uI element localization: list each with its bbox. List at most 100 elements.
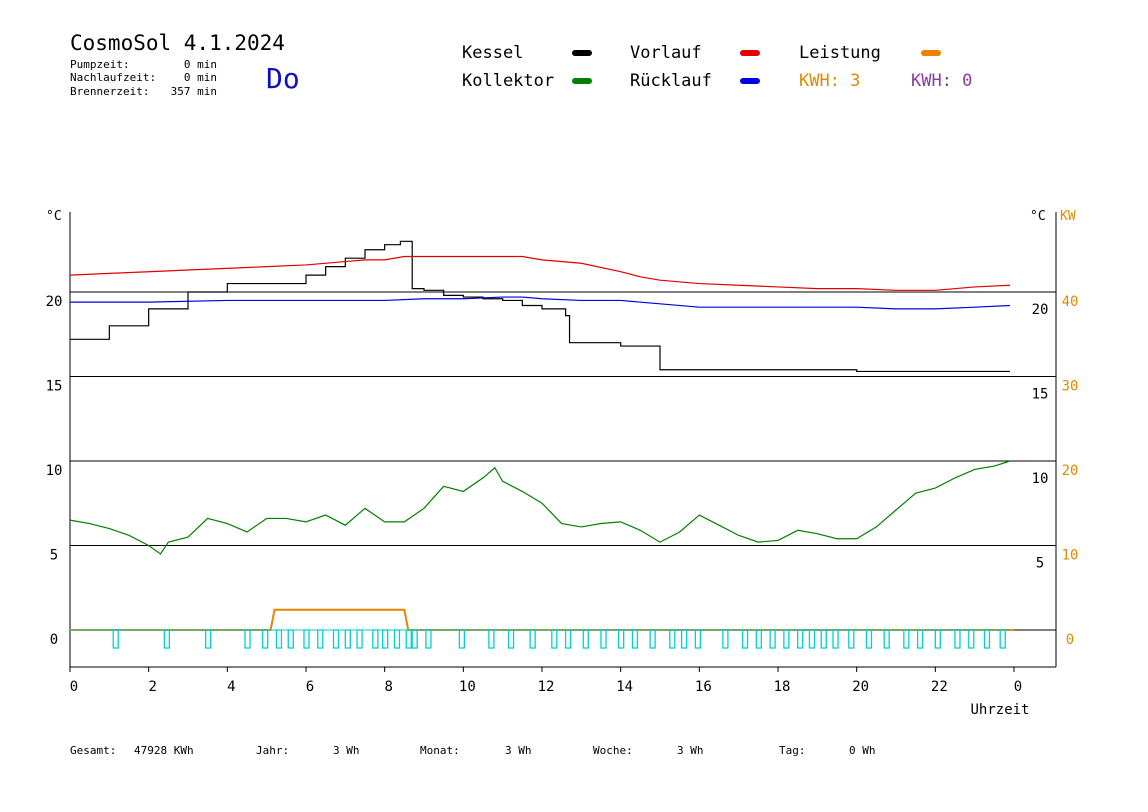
pump-pulse [529, 629, 536, 649]
series-line-ruecklauf [70, 296, 1011, 310]
series-line-kollektor [69, 460, 1011, 555]
kw-tick-label: 40 [1062, 294, 1079, 310]
legend-label-ruecklauf: Rücklauf [630, 71, 712, 91]
pump-pulse [488, 629, 495, 649]
pump-pulse [934, 629, 941, 649]
left-axis-unit: °C [46, 209, 62, 224]
series-lines [69, 240, 1014, 649]
legend-swatch-kessel [572, 50, 592, 56]
pump-pulse [769, 629, 776, 649]
footer-value-gesamt: 47928 KWh [134, 744, 194, 757]
series-line-kessel [70, 240, 1011, 373]
pump-pulse [405, 629, 412, 649]
pump-pulse [112, 629, 119, 649]
x-tick-label: 8 [384, 679, 392, 695]
pump-pulse [332, 629, 340, 649]
footer-label-tag: Tag: [779, 744, 806, 757]
pump-pulse [808, 629, 816, 649]
pump-pulse [372, 629, 379, 649]
pump-pulse [344, 629, 351, 649]
pump-pulse [954, 629, 961, 649]
x-tick-label: 16 [695, 679, 712, 695]
pump-pulse [983, 629, 991, 649]
pump-pulse [680, 629, 688, 649]
pump-pulse [865, 629, 873, 649]
pump-pulse [832, 629, 839, 649]
series-line-vorlauf [69, 255, 1011, 291]
x-tick-label: 6 [306, 679, 314, 695]
stats-block: Pumpzeit: 0 min Nachlaufzeit: 0 min Bren… [70, 58, 217, 98]
pump-pulse [722, 629, 729, 649]
pump-pulse [916, 629, 924, 649]
kw-tick-label: 10 [1062, 548, 1079, 564]
pump-pulse [244, 629, 251, 649]
x-tick-label: 0 [1014, 679, 1022, 695]
legend-swatch-vorlauf [740, 50, 760, 56]
x-tick-label: 10 [459, 679, 476, 695]
pump-pulse [968, 629, 975, 649]
footer-label-woche: Woche: [593, 744, 633, 757]
footer-label-jahr: Jahr: [256, 744, 289, 757]
pump-pulse [755, 629, 762, 649]
left-tick-label: 10 [46, 463, 63, 479]
pump-pulse [317, 629, 324, 649]
stat-value-nachlaufzeit: 0 min [184, 71, 217, 84]
pump-pulse [903, 629, 910, 649]
pump-pulse [600, 629, 607, 649]
pump-pulse [303, 629, 310, 649]
legend-swatch-leistung [921, 50, 941, 56]
footer-totals: Gesamt: 47928 KWh Jahr: 3 Wh Monat: 3 Wh… [70, 744, 876, 757]
tick-labels: 0 5 10 15 20 5 10 15 20 0 10 20 30 40 0 2 4 6 8 10 12 14 16 18 2… [46, 294, 1079, 695]
stat-label-nachlaufzeit: Nachlaufzeit: [70, 71, 156, 84]
kw-tick-label: 0 [1066, 632, 1074, 648]
kw-tick-label: 20 [1062, 463, 1079, 479]
left-tick-label: 15 [46, 379, 63, 395]
pump-pulse [848, 629, 855, 649]
pump-pulse [796, 629, 804, 649]
left-tick-label: 0 [50, 632, 58, 648]
pump-pulse [631, 629, 639, 649]
x-tick-label: 0 [70, 679, 78, 695]
right-axis-unit: °C [1030, 209, 1046, 224]
pump-pulse [411, 629, 418, 649]
legend-swatch-kollektor [572, 78, 592, 84]
pump-pulse [163, 629, 171, 649]
x-tick-label: 20 [852, 679, 869, 695]
pump-pulse [582, 629, 589, 649]
footer-value-woche: 3 Wh [677, 744, 704, 757]
footer-value-tag: 0 Wh [849, 744, 876, 757]
pump-pulse [564, 629, 572, 649]
x-tick-label: 22 [931, 679, 948, 695]
x-axis-title: Uhrzeit [970, 702, 1029, 718]
kwh-value-orange: KWH: 3 [799, 71, 860, 91]
kw-tick-label: 30 [1062, 379, 1079, 395]
x-tick-label: 14 [616, 679, 633, 695]
pump-pulse [741, 629, 749, 649]
legend-label-vorlauf: Vorlauf [630, 43, 702, 63]
stat-value-brennerzeit: 357 min [171, 85, 217, 98]
pump-pulse [287, 629, 294, 649]
pump-pulse [507, 629, 515, 649]
pump-pulse [458, 629, 466, 649]
stat-label-pumpzeit: Pumpzeit: [70, 58, 130, 71]
legend-label-leistung: Leistung [799, 43, 881, 63]
footer-label-gesamt: Gesamt: [70, 744, 116, 757]
legend-label-kollektor: Kollektor [462, 71, 554, 91]
kw-axis-unit: KW [1060, 209, 1076, 224]
footer-value-monat: 3 Wh [505, 744, 532, 757]
pump-pulse [382, 629, 389, 649]
pump-pulse [618, 629, 625, 649]
x-tick-label: 4 [227, 679, 235, 695]
right-tick-label: 15 [1032, 387, 1049, 403]
right-tick-label: 10 [1032, 471, 1049, 487]
pump-pulse [999, 629, 1006, 649]
pump-pulse [820, 629, 827, 649]
pump-pulse [551, 629, 558, 649]
kwh-value-purple: KWH: 0 [911, 71, 972, 91]
pump-pulse [205, 629, 212, 649]
footer-value-jahr: 3 Wh [333, 744, 360, 757]
legend-label-kessel: Kessel [462, 43, 523, 63]
pump-pulse [649, 629, 656, 649]
weekday-label: Do [266, 62, 300, 95]
